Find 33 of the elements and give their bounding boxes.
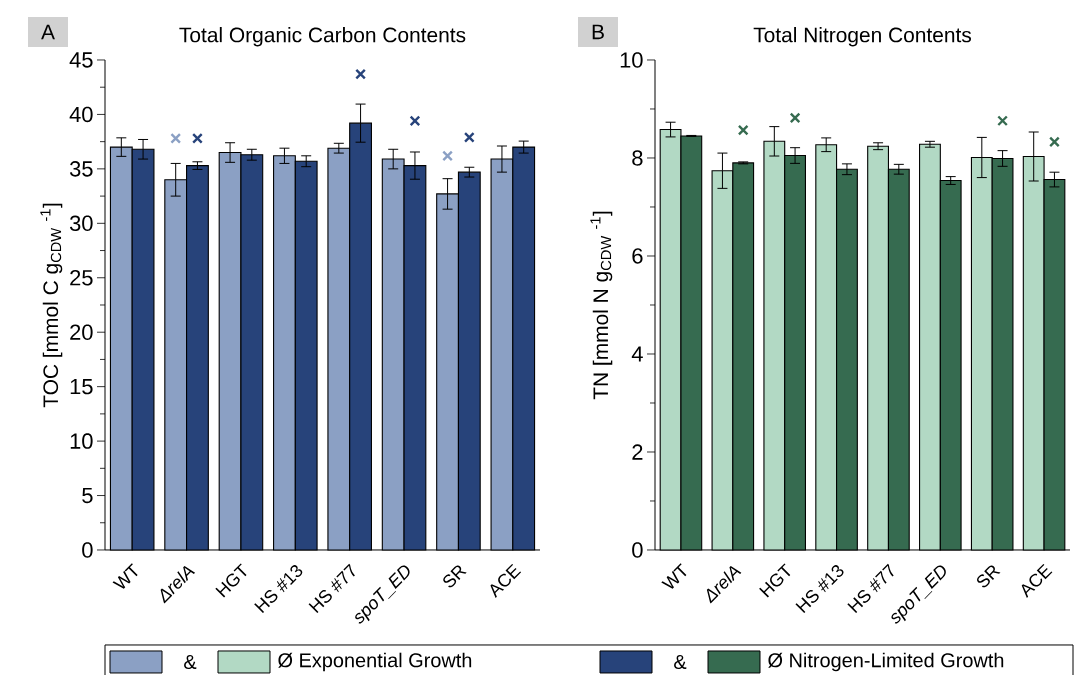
y-tick-label: 10: [70, 433, 93, 449]
y-tick-label: 0: [82, 542, 93, 558]
x-tick-label: WT: [661, 563, 687, 589]
y-tick-label: 35: [69, 161, 93, 177]
y-tick-label: 20: [70, 324, 93, 340]
y-tick-label: 4: [631, 346, 643, 362]
y-tick-label: 6: [632, 248, 643, 264]
x-tick-label: SR: [976, 565, 1001, 588]
legend-label: Ø Exponential Growth: [278, 652, 472, 672]
y-axis-title: TN [mmol N g$_{CDW}$ $^{-1}$]: [590, 211, 613, 400]
x-tick-label: HS #13: [254, 565, 303, 614]
chart-title: Total Organic Carbon Contents: [179, 26, 466, 47]
text: &: [184, 655, 197, 669]
x-tick-label: HS #77: [308, 563, 355, 614]
y-tick-label: 10: [620, 52, 643, 68]
y-tick-label: 30: [69, 215, 93, 232]
text: A: [41, 24, 55, 40]
legend-label: Ø Nitrogen-Limited Growth: [768, 652, 1004, 672]
text: &: [674, 655, 687, 669]
y-tick-label: 8: [632, 150, 643, 166]
y-tick-label: 5: [82, 487, 93, 504]
y-tick-label: 0: [632, 542, 643, 558]
y-tick-label: 40: [69, 106, 93, 123]
text: B: [592, 24, 604, 40]
y-tick-label: 2: [632, 444, 643, 460]
y-axis-title: TOC [mmol C g$_{CDW}$ $^{-1}$]: [40, 203, 63, 408]
y-tick-label: 15: [70, 379, 93, 395]
y-tick-label: 45: [69, 52, 93, 68]
chart-title: Total Nitrogen Contents: [753, 26, 972, 47]
x-tick-label: WT: [112, 563, 138, 589]
x-tick-label: HS #13: [795, 565, 844, 614]
x-tick-label: SR: [443, 565, 467, 588]
y-tick-label: 25: [70, 269, 93, 286]
